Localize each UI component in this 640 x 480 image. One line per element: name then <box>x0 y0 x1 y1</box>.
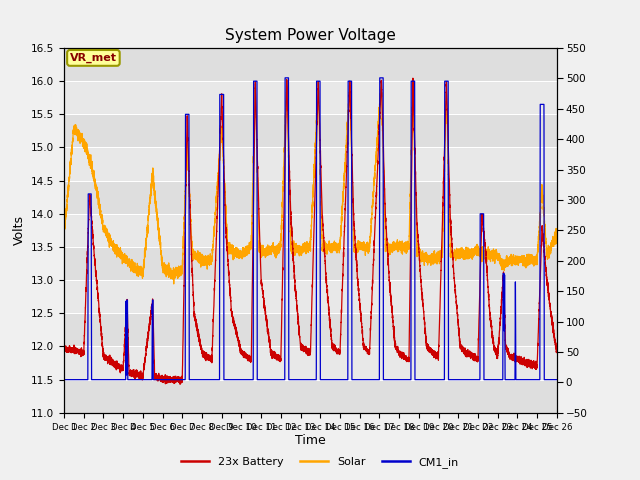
Title: System Power Voltage: System Power Voltage <box>225 28 396 43</box>
Y-axis label: Volts: Volts <box>12 216 26 245</box>
X-axis label: Time: Time <box>295 434 326 447</box>
Bar <box>64 313 557 347</box>
Bar <box>64 48 557 81</box>
Legend: 23x Battery, Solar, CM1_in: 23x Battery, Solar, CM1_in <box>177 452 463 472</box>
Bar <box>64 247 557 280</box>
Text: VR_met: VR_met <box>70 53 117 63</box>
Bar <box>64 114 557 147</box>
Bar <box>64 180 557 214</box>
Bar <box>64 380 557 413</box>
